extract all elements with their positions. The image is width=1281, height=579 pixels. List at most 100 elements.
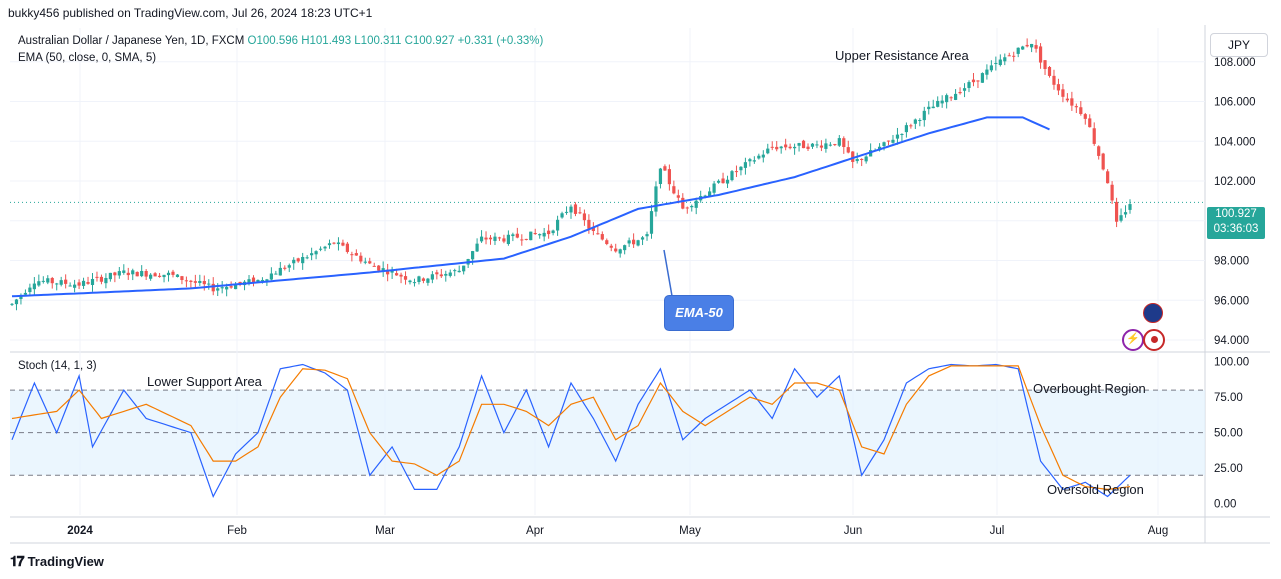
candle-body — [551, 230, 555, 234]
candle-body — [618, 249, 622, 254]
footer-brand: 𝟏𝟕 TradingView — [10, 553, 104, 570]
ema-callout: EMA-50 — [664, 295, 734, 331]
stoch-tick-label: 25.00 — [1214, 463, 1243, 475]
candle-body — [327, 243, 332, 246]
candle-body — [394, 273, 399, 276]
candle-body — [193, 281, 197, 283]
candle-body — [350, 254, 354, 256]
stoch-tick-label: 100.00 — [1214, 357, 1249, 369]
lightning-icon[interactable]: ⚡ — [1122, 329, 1144, 351]
au-flag-icon[interactable] — [1143, 303, 1163, 323]
candle-body — [712, 183, 716, 193]
candle-body — [587, 219, 591, 229]
currency-button[interactable]: JPY — [1210, 33, 1268, 57]
candle-body — [958, 91, 962, 94]
price-tick-label: 108.000 — [1214, 57, 1256, 69]
candle-body — [1034, 45, 1038, 49]
stoch-d-line — [11, 365, 1131, 491]
candle-body — [949, 97, 953, 99]
candle-body — [511, 234, 515, 237]
candle-body — [953, 93, 958, 100]
candle-body — [484, 237, 488, 240]
candle-body — [64, 279, 68, 284]
candle-body — [81, 280, 86, 286]
candle-body — [506, 234, 510, 245]
candle-body — [372, 265, 376, 267]
candle-body — [90, 278, 95, 285]
candle-body — [860, 158, 864, 160]
candle-body — [766, 148, 770, 154]
stoch-k-line — [11, 363, 1131, 499]
candle-body — [435, 272, 439, 275]
candle-body — [247, 279, 251, 283]
countdown: 03:36:03 — [1213, 223, 1259, 235]
price-tick-label: 98.000 — [1214, 256, 1249, 268]
candle-body — [166, 272, 171, 276]
candle-body — [730, 171, 734, 181]
candle-body — [403, 276, 408, 280]
candle-body — [23, 292, 28, 295]
candle-body — [801, 140, 806, 149]
candle-body — [761, 154, 765, 158]
candle-body — [175, 274, 180, 277]
candle-body — [784, 144, 788, 148]
candle-body — [533, 233, 537, 235]
candle-body — [117, 271, 121, 276]
candle-body — [900, 133, 904, 135]
candle-body — [68, 285, 72, 287]
candle-body — [1021, 46, 1025, 50]
candle-body — [810, 143, 815, 147]
candle-body — [708, 191, 712, 197]
candle-body — [37, 281, 41, 286]
candle-body — [19, 295, 23, 300]
candle-body — [1079, 107, 1083, 115]
candle-body — [426, 278, 430, 283]
candle-body — [131, 270, 135, 275]
candle-body — [108, 272, 112, 280]
time-tick-label: Apr — [526, 525, 544, 537]
candle-body — [184, 280, 189, 282]
candle-body — [417, 276, 421, 282]
candle-body — [609, 245, 613, 248]
price-tick-label: 102.000 — [1214, 176, 1256, 188]
ema-callout-pointer — [663, 249, 673, 297]
candle-body — [694, 200, 698, 208]
candle-body — [672, 186, 676, 194]
candle-body — [819, 145, 824, 148]
price-tick-label: 104.000 — [1214, 136, 1256, 148]
candle-body — [1083, 114, 1087, 119]
candle-body — [578, 212, 582, 214]
candle-body — [310, 253, 314, 256]
candle-body — [296, 258, 300, 262]
candle-body — [1056, 84, 1061, 91]
price-tick-label: 96.000 — [1214, 295, 1249, 307]
candle-body — [399, 274, 403, 277]
candle-body — [833, 144, 837, 146]
time-tick-label: May — [679, 525, 701, 537]
candle-body — [122, 270, 126, 273]
candle-body — [851, 151, 855, 162]
candle-body — [211, 283, 215, 292]
candle-body — [1025, 44, 1029, 47]
candle-body — [444, 273, 448, 276]
candle-body — [690, 205, 694, 208]
lower-support-label: Lower Support Area — [147, 374, 262, 389]
candle-body — [864, 156, 868, 162]
candle-body — [788, 146, 792, 149]
candle-body — [793, 146, 797, 149]
candle-body — [632, 239, 636, 245]
candle-body — [318, 248, 323, 250]
candle-body — [301, 257, 305, 264]
candle-body — [1114, 201, 1119, 222]
jp-flag-icon[interactable] — [1143, 329, 1165, 351]
candle-body — [274, 273, 278, 275]
candle-body — [149, 274, 153, 279]
stoch-tick-label: 50.00 — [1214, 428, 1243, 440]
candle-body — [886, 140, 891, 142]
candle-body — [269, 273, 273, 280]
candle-body — [962, 88, 967, 91]
candle-body — [582, 213, 587, 221]
candle-body — [86, 282, 90, 284]
candle-body — [520, 239, 524, 241]
candle-body — [529, 231, 533, 241]
